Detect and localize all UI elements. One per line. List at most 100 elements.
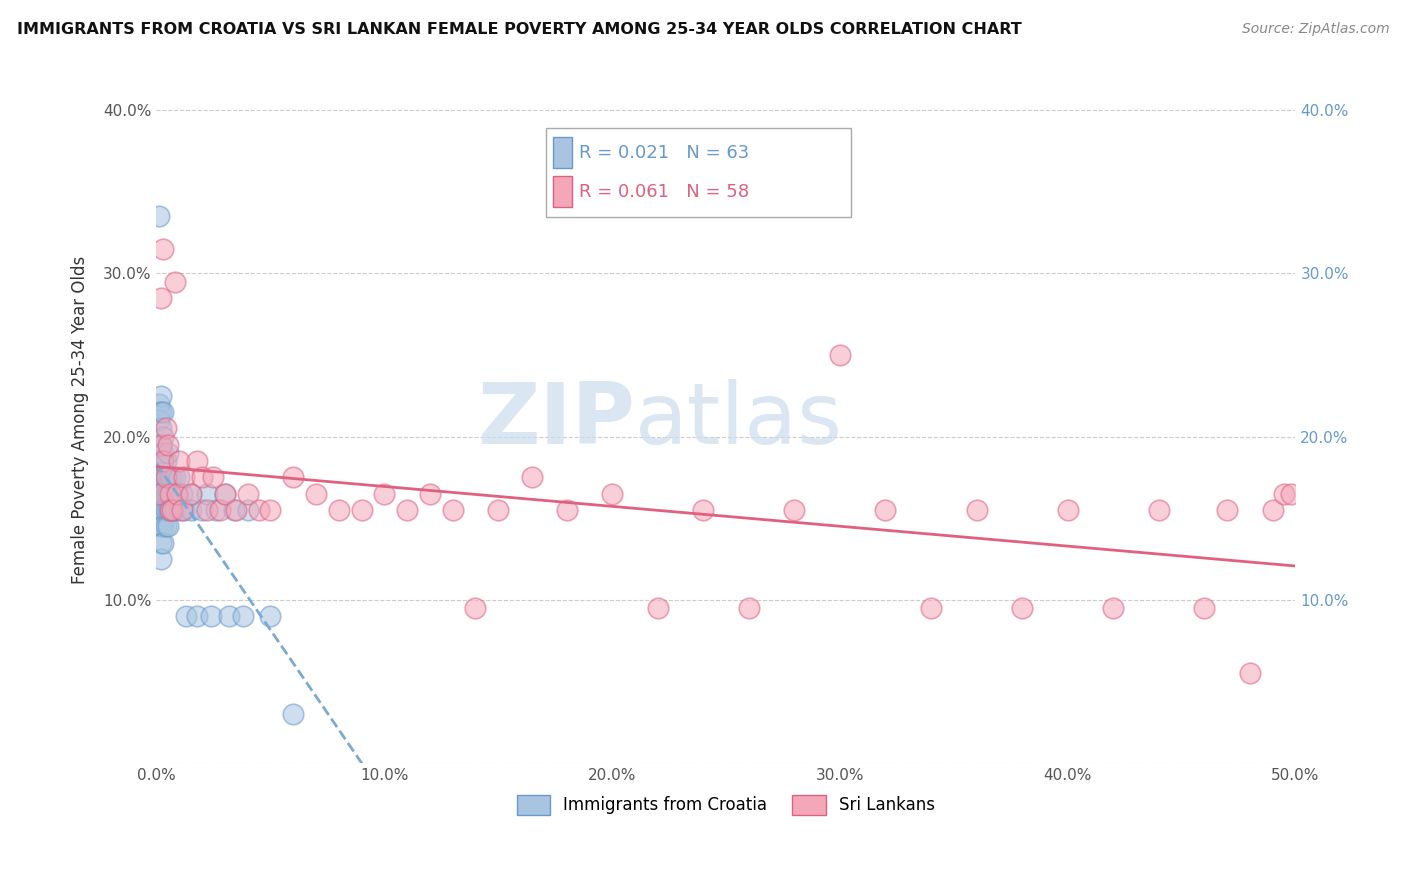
Legend: Immigrants from Croatia, Sri Lankans: Immigrants from Croatia, Sri Lankans [509,787,943,823]
Point [152,454,174,468]
Point [150,389,173,403]
Point [152,470,174,484]
Point [150,421,173,435]
Point [180,487,202,501]
Point [159,503,181,517]
Point [162,503,184,517]
Point [156,470,179,484]
Point [148,487,170,501]
Point [155,454,177,468]
Point [166,487,188,501]
Point [155,470,177,484]
Point [162,503,184,517]
Y-axis label: Female Poverty Among 25-34 Year Olds: Female Poverty Among 25-34 Year Olds [72,256,89,584]
Point [148,413,170,427]
Point [159,503,181,517]
Point [163,275,186,289]
Point [522,470,544,484]
Point [148,470,170,484]
Point [555,503,578,517]
Point [150,438,173,452]
Text: ZIP: ZIP [477,379,636,462]
Point [169,503,191,517]
Text: R = 0.021   N = 63: R = 0.021 N = 63 [579,144,749,161]
Point [1216,503,1239,517]
Point [155,519,177,533]
Point [464,601,486,615]
Point [156,438,179,452]
Point [236,487,259,501]
Point [156,446,179,460]
Point [156,519,179,533]
Point [150,454,173,468]
Point [692,503,714,517]
Point [148,503,170,517]
Point [148,438,170,452]
Point [195,503,218,517]
Point [150,438,173,452]
Point [828,348,851,362]
Point [200,609,222,624]
Point [174,609,197,624]
Point [148,209,170,223]
Point [150,535,173,549]
Point [1102,601,1125,615]
Point [218,609,240,624]
Text: IMMIGRANTS FROM CROATIA VS SRI LANKAN FEMALE POVERTY AMONG 25-34 YEAR OLDS CORRE: IMMIGRANTS FROM CROATIA VS SRI LANKAN FE… [17,22,1022,37]
Point [163,470,186,484]
Point [1056,503,1078,517]
Point [169,454,191,468]
Point [1272,487,1295,501]
Point [180,487,202,501]
Point [195,487,218,501]
Point [186,609,208,624]
Point [191,470,214,484]
Point [155,421,177,435]
Point [152,405,174,419]
Point [152,535,174,549]
Point [150,503,173,517]
Point [150,552,173,566]
Point [162,470,184,484]
Point [236,503,259,517]
Point [305,487,328,501]
Point [1261,503,1284,517]
Point [159,470,181,484]
Point [170,487,193,501]
Point [204,503,226,517]
Point [202,470,225,484]
Point [209,503,232,517]
Point [156,503,179,517]
Point [152,242,174,256]
Point [875,503,897,517]
Point [1194,601,1216,615]
Point [783,503,806,517]
Point [283,470,305,484]
Point [152,519,174,533]
Point [148,405,170,419]
Point [173,503,195,517]
Point [225,503,247,517]
Point [214,487,236,501]
Point [152,487,174,501]
Point [148,487,170,501]
Point [156,487,179,501]
Point [173,470,195,484]
Point [150,405,173,419]
Point [441,503,464,517]
Point [222,503,245,517]
Point [155,503,177,517]
Point [180,503,202,517]
Point [647,601,669,615]
Point [966,503,988,517]
Point [600,487,623,501]
Point [186,454,208,468]
Point [1147,503,1170,517]
Point [155,487,177,501]
Point [1279,487,1302,501]
Point [396,503,419,517]
Point [920,601,942,615]
Text: Source: ZipAtlas.com: Source: ZipAtlas.com [1241,22,1389,37]
Point [191,503,214,517]
Point [150,487,173,501]
